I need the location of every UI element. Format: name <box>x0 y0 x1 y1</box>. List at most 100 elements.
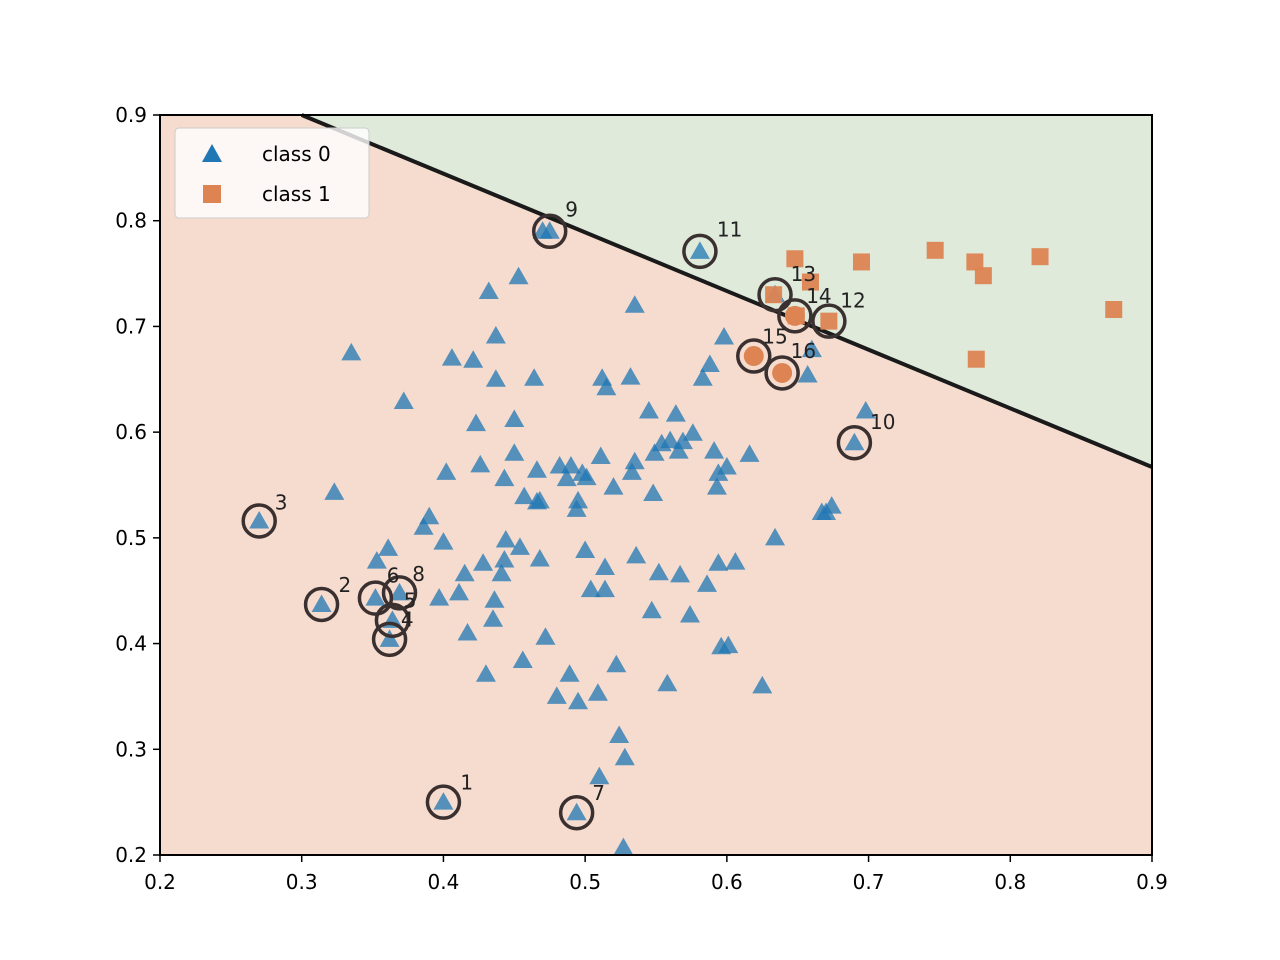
class-0-point <box>716 457 737 475</box>
class-1-highlight-point <box>743 346 764 367</box>
x-tick-label: 0.8 <box>994 870 1026 894</box>
class-0-point <box>844 432 865 451</box>
class-0-point <box>641 600 662 619</box>
class-0-point <box>596 377 617 396</box>
highlight-ring <box>811 303 847 339</box>
class-0-point <box>524 368 545 386</box>
class-0-point <box>483 609 504 627</box>
x-tick-label: 0.9 <box>1136 870 1168 894</box>
class-0-point <box>389 582 410 601</box>
annotation-label: 3 <box>275 490 288 514</box>
class-0-point <box>575 540 596 559</box>
class-0-point <box>665 404 686 422</box>
highlight-ring <box>303 586 340 623</box>
annotation-label: 9 <box>565 197 578 221</box>
highlight-ring <box>757 276 793 313</box>
class-0-point <box>529 549 550 567</box>
class-0-point <box>648 562 669 581</box>
class-0-point <box>433 532 454 550</box>
highlight-ring <box>736 338 772 374</box>
class-0-point <box>594 579 615 598</box>
class-0-point <box>589 766 610 785</box>
x-tick-label: 0.3 <box>286 870 318 894</box>
class-1-point <box>820 312 838 330</box>
class-0-point <box>478 281 499 300</box>
highlight-ring <box>381 575 418 611</box>
class-0-point <box>606 654 627 673</box>
class-0-point <box>484 590 505 608</box>
class-0-point <box>512 650 533 668</box>
class-0-point <box>378 538 399 556</box>
class-0-point <box>441 348 462 366</box>
class-0-point <box>504 409 525 427</box>
highlight-ring <box>371 621 408 658</box>
annotation-label: 6 <box>387 563 400 587</box>
class-0-point <box>514 486 535 505</box>
y-tick-label: 0.5 <box>115 526 147 550</box>
class-0-point <box>689 241 710 259</box>
class-0-point <box>419 506 440 525</box>
class-0-point <box>366 551 387 569</box>
class-0-point <box>692 368 713 386</box>
class-0-point <box>495 529 516 548</box>
class-0-point <box>475 664 496 682</box>
annotation-label: 2 <box>339 573 352 597</box>
annotation-label: 5 <box>404 589 417 613</box>
class-0-point <box>436 462 457 480</box>
class-0-point <box>624 295 645 313</box>
highlight-ring <box>374 602 411 639</box>
x-axis: 0.2 0.3 0.4 0.5 0.6 0.7 0.8 0.9 <box>144 855 1168 894</box>
highlight-ring <box>558 794 595 831</box>
class-0-point <box>365 588 386 606</box>
decision-boundary <box>300 113 1153 469</box>
class-0-point <box>494 468 515 487</box>
annotation-label: 8 <box>412 562 425 586</box>
class-0-point <box>644 443 665 461</box>
plot-frame <box>159 114 1153 856</box>
y-tick-label: 0.6 <box>115 420 147 444</box>
class-0-point <box>535 627 556 645</box>
class-0-point <box>739 444 760 462</box>
class-1-highlight-point <box>784 305 805 326</box>
class-0-point <box>576 467 597 486</box>
class-1-point <box>801 273 819 291</box>
class-0-point <box>449 582 470 601</box>
class-1-point <box>852 253 870 271</box>
class-0-point <box>797 365 818 383</box>
class-0-point <box>614 747 635 766</box>
annotation-label: 1 <box>460 770 473 794</box>
class-0-point <box>714 327 735 345</box>
class-0-point <box>697 574 718 592</box>
highlight-ring <box>425 784 462 820</box>
legend: class 0 class 1 <box>174 127 370 219</box>
x-tick-label: 0.7 <box>853 870 885 894</box>
class-0-point <box>670 564 691 583</box>
class-0-point <box>672 431 693 450</box>
annotation-label: 11 <box>717 218 742 242</box>
class-0-point <box>546 686 567 704</box>
legend-label: class 1 <box>262 182 331 206</box>
class-0-point <box>821 496 842 514</box>
class-1-point <box>926 241 944 259</box>
class-1-point <box>967 350 985 368</box>
class-0-point <box>708 553 729 571</box>
class-0-point <box>643 483 664 501</box>
class-1-point <box>974 267 992 285</box>
class-0-point <box>494 550 515 568</box>
class-0-point <box>508 266 529 285</box>
class-1-point <box>765 286 783 304</box>
class-0-point <box>706 477 727 495</box>
class-0-point <box>341 342 362 361</box>
highlight-ring <box>531 213 568 250</box>
class-0-point <box>699 354 720 372</box>
class-0-point <box>470 454 491 473</box>
y-tick-label: 0.9 <box>115 103 147 127</box>
class-0-point <box>485 325 506 344</box>
highlight-ring <box>764 355 800 391</box>
class-0-point <box>504 443 525 461</box>
annotation-label: 10 <box>870 410 895 434</box>
class-0-point <box>603 477 624 495</box>
class-0-point <box>509 537 530 555</box>
class-0-point <box>568 490 589 509</box>
